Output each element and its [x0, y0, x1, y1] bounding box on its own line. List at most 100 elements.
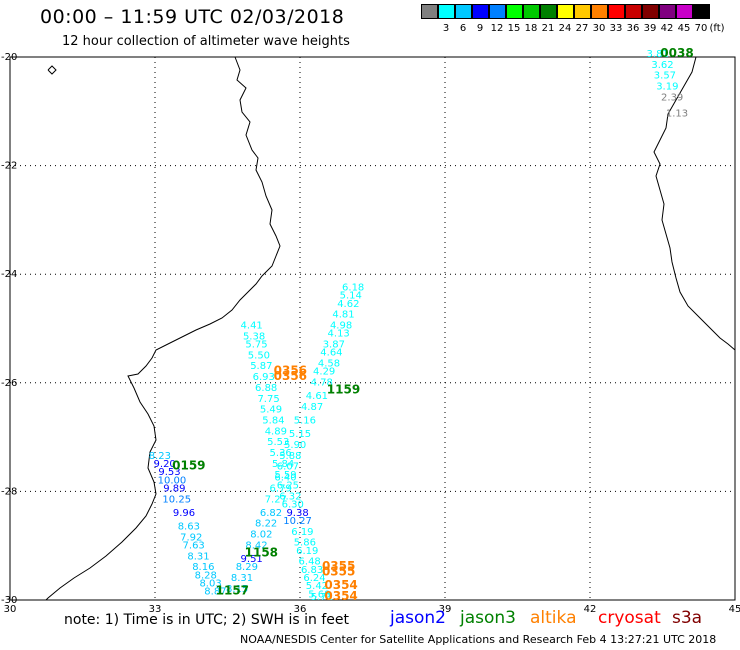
scale-swatch	[455, 4, 472, 19]
scale-label: 12	[490, 23, 504, 34]
wave-height-label: 8.03	[199, 578, 221, 589]
island-outline	[47, 65, 57, 75]
wave-height-label: 2.39	[661, 92, 683, 103]
scale-label: 15	[507, 23, 521, 34]
lon-label: 33	[149, 604, 162, 615]
wave-height-label: 9.20	[154, 459, 176, 470]
wave-height-label: 5.84	[272, 459, 294, 470]
scale-label: 21	[541, 23, 555, 34]
pass-time-label: 0355	[322, 559, 355, 573]
wave-height-label: 8.87	[204, 587, 226, 598]
units-note: note: 1) Time is in UTC; 2) SWH is in fe…	[64, 612, 350, 628]
scale-swatch	[625, 4, 642, 19]
lon-label: 36	[294, 604, 307, 615]
wave-height-label: 7.27	[265, 494, 287, 505]
legend-altika: altika	[530, 608, 577, 628]
wave-height-label: 6.32	[279, 492, 301, 503]
scale-label: 6	[459, 23, 467, 34]
scale-label: 3	[442, 23, 450, 34]
scale-swatch	[642, 4, 659, 19]
wave-height-label: 9.53	[158, 467, 180, 478]
wave-height-label: 6.07	[277, 462, 299, 473]
map-subtitle: 12 hour collection of altimeter wave hei…	[62, 34, 350, 49]
wave-height-label: 5.38	[243, 331, 265, 342]
map-border	[9, 56, 736, 601]
wave-height-label: 4.58	[318, 359, 340, 370]
wave-height-label: 6.40	[274, 473, 296, 484]
wave-height-label: 8.23	[149, 451, 171, 462]
pass-time-label: 1159	[327, 383, 360, 397]
wave-height-label: 8.15	[226, 584, 248, 595]
wave-height-label: 4.41	[241, 321, 263, 332]
scale-swatch	[489, 4, 506, 19]
lat-label: -24	[1, 269, 17, 280]
lon-label: 45	[729, 604, 740, 615]
lat-label: -20	[1, 52, 17, 63]
wave-height-label: 10.25	[162, 494, 191, 505]
scale-swatch	[591, 4, 608, 19]
wave-height-label: 8.16	[192, 562, 214, 573]
wave-height-label: 5.86	[294, 538, 316, 549]
wave-height-label: 3.87	[323, 340, 345, 351]
wave-height-label: 4.78	[311, 378, 333, 389]
wave-height-label: 10.27	[283, 516, 312, 527]
legend-s3a: s3a	[672, 608, 703, 628]
wave-height-label: 5.49	[260, 405, 282, 416]
pass-time-label: 0356	[274, 364, 307, 378]
wave-height-label: 5.75	[245, 340, 267, 351]
wave-height-label: 6.88	[255, 383, 277, 394]
scale-swatch	[608, 4, 625, 19]
scale-label: 42	[660, 23, 674, 34]
wave-height-label: 6.82	[260, 508, 282, 519]
wave-height-label: 7.92	[180, 532, 202, 543]
wave-height-label: 5.88	[279, 451, 301, 462]
wave-height-label: 4.62	[337, 299, 359, 310]
wave-height-label: 10.00	[158, 475, 187, 486]
lat-label: -28	[1, 486, 17, 497]
wave-height-label: 4.98	[330, 321, 352, 332]
wave-height-label: 5.90	[284, 440, 306, 451]
pass-time-label: 1157	[216, 584, 249, 598]
scale-label: 30	[592, 23, 606, 34]
wave-height-label: 4.29	[313, 367, 335, 378]
wave-height-label: 6.83	[301, 565, 323, 576]
wave-height-label: 4.87	[301, 402, 323, 413]
pass-time-label: 0354	[324, 578, 357, 592]
scale-swatch	[557, 4, 574, 19]
pass-time-label: 0355	[322, 565, 355, 579]
wave-height-label: 9.96	[173, 508, 195, 519]
wave-height-label: 4.81	[332, 310, 354, 321]
scale-label: 9	[476, 23, 484, 34]
lat-label: -30	[1, 595, 17, 606]
coastline	[45, 56, 736, 601]
wave-height-label: 8.22	[255, 519, 277, 530]
lat-label: -26	[1, 378, 17, 389]
wave-height-label: 3.81	[647, 49, 669, 60]
lon-label: 30	[4, 604, 17, 615]
lat-label: -22	[1, 161, 17, 172]
wave-height-label: 5.42	[306, 581, 328, 592]
wave-height-label: 8.42	[245, 540, 267, 551]
scale-swatch	[574, 4, 591, 19]
scale-label: 36	[626, 23, 640, 34]
wave-height-label: 6.93	[253, 372, 275, 383]
scale-label: 39	[643, 23, 657, 34]
wave-height-label: 5.36	[270, 448, 292, 459]
wave-height-label: 5.53	[267, 437, 289, 448]
wave-height-label: 9.89	[163, 483, 185, 494]
legend-cryosat: cryosat	[598, 608, 661, 628]
wave-height-label: 5.59	[274, 470, 296, 481]
wave-height-label: 6.18	[342, 282, 364, 293]
scale-swatch	[676, 4, 693, 19]
scale-swatch	[659, 4, 676, 19]
wave-height-label: 5.87	[250, 361, 272, 372]
wave-height-label: 4.89	[265, 426, 287, 437]
scale-label: 24	[558, 23, 572, 34]
wave-height-label: 9.51	[241, 554, 263, 565]
pass-time-label: 0354	[324, 589, 357, 603]
scale-swatch	[472, 4, 489, 19]
footer-credit: NOAA/NESDIS Center for Satellite Applica…	[240, 633, 717, 646]
wave-height-label: 8.31	[231, 573, 253, 584]
